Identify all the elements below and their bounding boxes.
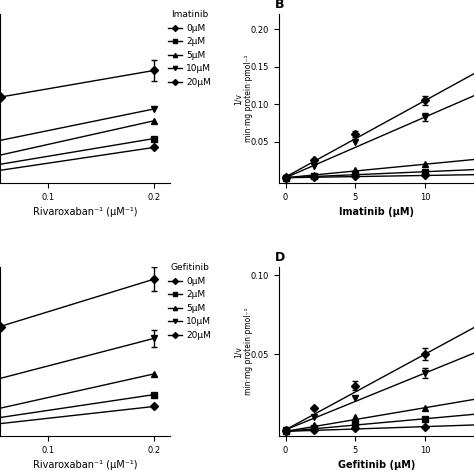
Y-axis label: 1/v
min·mg protein·pmol⁻¹: 1/v min·mg protein·pmol⁻¹ <box>234 308 253 395</box>
X-axis label: Imatinib (μM): Imatinib (μM) <box>339 207 414 217</box>
Legend: 0μM, 2μM, 5μM, 10μM, 20μM: 0μM, 2μM, 5μM, 10μM, 20μM <box>168 10 211 87</box>
Legend: 0μM, 2μM, 5μM, 10μM, 20μM: 0μM, 2μM, 5μM, 10μM, 20μM <box>168 264 211 340</box>
X-axis label: Rivaroxaban⁻¹ (μM⁻¹): Rivaroxaban⁻¹ (μM⁻¹) <box>33 207 137 217</box>
X-axis label: Gefitinib (μM): Gefitinib (μM) <box>337 460 415 470</box>
Y-axis label: 1/v
min·mg protein·pmol⁻¹: 1/v min·mg protein·pmol⁻¹ <box>234 55 253 142</box>
Text: D: D <box>275 251 285 264</box>
X-axis label: Rivaroxaban⁻¹ (μM⁻¹): Rivaroxaban⁻¹ (μM⁻¹) <box>33 460 137 470</box>
Text: B: B <box>275 0 284 11</box>
